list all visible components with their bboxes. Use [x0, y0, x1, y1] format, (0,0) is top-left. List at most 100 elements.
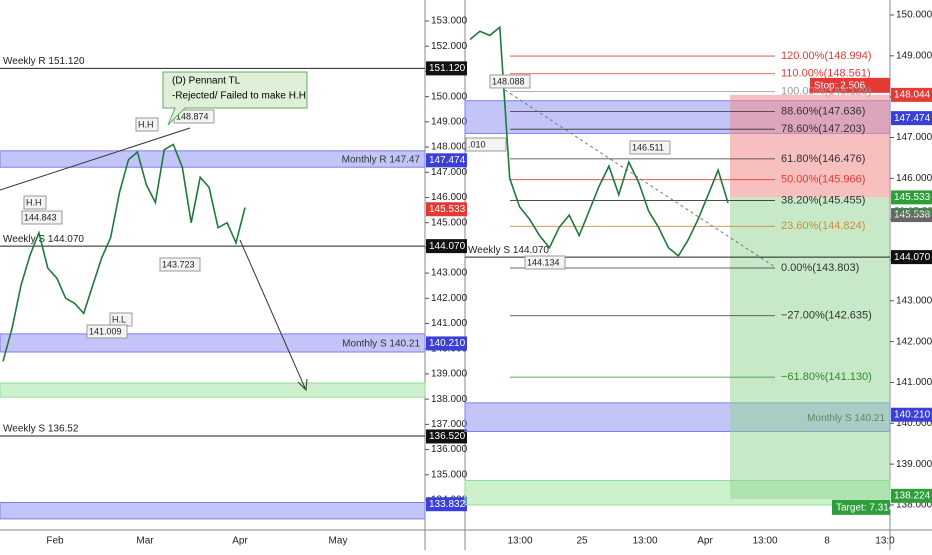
note-box	[524, 255, 566, 270]
price-tag	[426, 153, 467, 168]
fib-label: 23.60%(144.824)	[781, 220, 865, 232]
y-tick-label: 148.000	[431, 142, 468, 153]
price-tag	[891, 208, 932, 223]
y-tick-label: 146.000	[431, 192, 468, 203]
x-tick-label: Feb	[46, 536, 64, 547]
y-tick-label: 143.000	[896, 295, 932, 306]
y-tick-label: 138.000	[896, 500, 932, 511]
price-tag-label: 144.070	[894, 252, 931, 263]
y-tick-label: 149.000	[896, 50, 932, 61]
price-tag	[891, 190, 932, 205]
price-tag-label: 133.832	[429, 499, 466, 510]
price-tag-label: 138.224	[894, 490, 931, 501]
zone-label: Monthly R 147.47	[342, 155, 421, 166]
target-zone	[730, 197, 890, 499]
y-tick-label: 138.000	[431, 394, 468, 405]
price-tag-label: 151.120	[429, 63, 466, 74]
fib-label: 88.60%(147.636)	[781, 105, 865, 117]
fib-label: 38.20%(145.455)	[781, 194, 865, 206]
y-tick-label: 135.000	[431, 469, 468, 480]
price-tag	[426, 497, 467, 512]
price-tag	[426, 202, 467, 217]
note: 148.088	[492, 76, 525, 86]
price-tag-label: 140.210	[894, 409, 931, 420]
level-label: Weekly S 144.070	[468, 245, 549, 256]
target-tag	[832, 499, 890, 515]
note-box	[135, 117, 159, 132]
fib-label: −61.80%(141.130)	[781, 371, 872, 383]
price-tag-label: 140.210	[429, 338, 466, 349]
x-tick-label: Apr	[697, 536, 713, 547]
note-box	[489, 74, 531, 89]
price-tag-label: 145.533	[429, 204, 466, 215]
note-box	[629, 140, 671, 155]
y-tick-label: 147.000	[431, 167, 468, 178]
arrow	[239, 239, 306, 389]
stop-label: Stop: 2.506	[814, 81, 866, 92]
price-tag	[891, 111, 932, 126]
x-tick-label: 13:00	[632, 536, 657, 547]
y-tick-label: 142.000	[431, 293, 468, 304]
stop-tag	[810, 77, 890, 93]
fib-label: 61.80%(146.476)	[781, 153, 865, 165]
y-tick-label: 146.000	[896, 173, 932, 184]
fib-label: −27.00%(142.635)	[781, 310, 872, 322]
price-tag	[891, 407, 932, 422]
callout-box	[162, 71, 308, 126]
note: .010	[468, 139, 486, 149]
x-tick-label: 13:00	[752, 536, 777, 547]
y-tick-label: 152.000	[431, 41, 468, 52]
note-box	[21, 210, 63, 225]
note: 144.134	[527, 257, 560, 267]
zone-label: Monthly S 140.21	[342, 339, 420, 350]
note: 146.511	[632, 142, 664, 152]
x-tick-label: 13:00	[507, 536, 532, 547]
price-tag-label: 144.070	[429, 241, 466, 252]
price-tag	[891, 87, 932, 102]
price-tag-label: 147.474	[429, 155, 466, 166]
trendline	[0, 127, 191, 191]
fib-label: 78.60%(147.203)	[781, 123, 865, 135]
fib-label: 100.00%(148.129)	[781, 85, 872, 97]
price-tag-label: 136.520	[429, 431, 466, 442]
y-tick-label: 139.000	[431, 369, 468, 380]
fib-label: 50.00%(145.966)	[781, 174, 865, 186]
y-tick-label: 145.000	[431, 217, 468, 228]
price-tag-label: 145.538	[894, 210, 931, 221]
x-tick-label: Mar	[136, 536, 154, 547]
note: 144.843	[24, 212, 57, 222]
y-tick-label: 136.000	[431, 444, 468, 455]
y-tick-label: 137.000	[431, 419, 468, 430]
price-tag	[891, 488, 932, 503]
x-tick-label: May	[329, 536, 348, 547]
note: 143.723	[162, 259, 195, 269]
price-tag	[891, 250, 932, 265]
note: 141.009	[89, 326, 122, 336]
note-box	[159, 257, 201, 272]
price-tag-label: 147.474	[894, 113, 931, 124]
note-box	[86, 324, 128, 339]
level-label: Weekly R 151.120	[3, 56, 85, 67]
x-tick-label: 25	[576, 536, 588, 547]
zone	[0, 382, 426, 398]
note-box	[23, 195, 47, 210]
price-tag-label: 145.533	[894, 192, 931, 203]
zone	[0, 502, 426, 520]
fib-label: 120.00%(148.994)	[781, 50, 872, 62]
level-label: Weekly S 144.070	[3, 234, 84, 245]
y-tick-label: 153.000	[431, 16, 468, 27]
price-tag	[426, 61, 467, 76]
price-tag	[426, 239, 467, 254]
y-tick-label: 149.000	[431, 116, 468, 127]
y-tick-label: 150.000	[896, 10, 932, 21]
note: H.L	[112, 314, 126, 324]
fib-label: 110.00%(148.561)	[781, 68, 871, 80]
price-tag	[426, 429, 467, 444]
level-label: Weekly S 136.52	[3, 424, 79, 435]
y-tick-label: 150.000	[431, 91, 468, 102]
y-tick-label: 140.000	[896, 418, 932, 429]
price-line	[469, 25, 729, 258]
y-tick-label: 143.000	[431, 268, 468, 279]
y-tick-label: 141.000	[896, 377, 932, 388]
